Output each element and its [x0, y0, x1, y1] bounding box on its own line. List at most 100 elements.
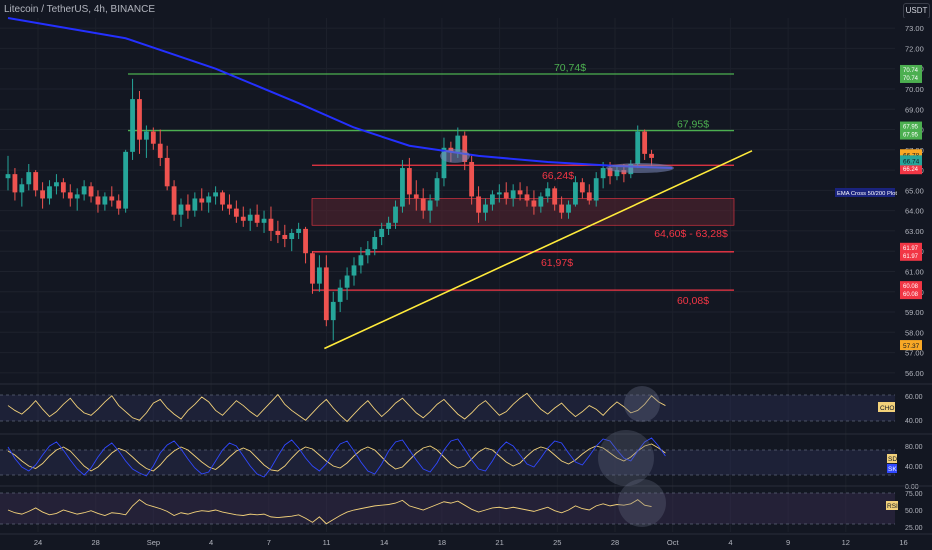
- time-tick-label: 16: [899, 538, 907, 547]
- candle-body: [358, 255, 364, 266]
- ema-legend-text: EMA Cross 50/200 Plot: [837, 191, 897, 197]
- price-tick-label: 57.00: [905, 349, 924, 358]
- candle-body: [490, 194, 495, 205]
- level-price-tag-text: 60.08: [903, 284, 919, 290]
- candle-body: [123, 151, 129, 209]
- candle-body: [150, 131, 156, 144]
- time-tick-label: 25: [553, 538, 561, 547]
- candle-body: [185, 204, 191, 211]
- level-label: 70,74$: [554, 62, 586, 74]
- candle-body: [178, 204, 184, 215]
- candle-body: [323, 267, 329, 321]
- candle-body: [233, 208, 239, 217]
- price-tick-label: 63.00: [905, 227, 924, 236]
- candle-body: [317, 267, 322, 284]
- candle-body: [137, 99, 142, 140]
- price-tick-label: 65.00: [905, 186, 924, 195]
- level-price-tag: [900, 242, 922, 261]
- candle-body: [427, 200, 433, 211]
- indicator-band: [0, 395, 895, 421]
- level-label: 66,24$: [542, 170, 574, 182]
- trendline: [324, 150, 753, 350]
- price-tag-text: 66.74: [903, 158, 920, 165]
- indicator-highlight: [618, 479, 666, 527]
- candle-body: [296, 228, 302, 233]
- time-tick-label: 18: [438, 538, 446, 547]
- level-price-tag-text: 60.08: [903, 292, 919, 298]
- candle-body: [60, 182, 66, 193]
- candle-body: [130, 99, 135, 152]
- candle-body: [462, 135, 468, 162]
- sd-legend-tag: [887, 454, 897, 463]
- candle-body: [220, 192, 225, 205]
- level-price-tag: [900, 121, 922, 140]
- candle-body: [469, 161, 475, 197]
- indicator-tick-label: 50.00: [905, 508, 923, 515]
- indicator-tick-label: 40.00: [905, 418, 923, 425]
- indicator-band: [0, 450, 895, 475]
- indicator-tick-label: 80.00: [905, 444, 923, 451]
- candle-body: [47, 186, 52, 199]
- candle-body: [282, 234, 288, 240]
- candle-body: [649, 153, 654, 158]
- indicator-tick-label: 60.00: [905, 394, 923, 401]
- indicator-tick-label: 25.00: [905, 525, 923, 532]
- candle-body: [337, 287, 343, 302]
- candle-body: [635, 131, 641, 164]
- candle-body: [102, 196, 108, 205]
- candle-body: [213, 192, 218, 197]
- candle-body: [192, 198, 198, 211]
- price-tick-label: 69.00: [905, 105, 924, 114]
- sk-legend-tag: [887, 464, 897, 473]
- candle-body: [406, 168, 412, 195]
- ema-legend-tag: [835, 188, 895, 197]
- price-tag-text: 57.37: [903, 343, 920, 350]
- candle-body: [593, 178, 599, 201]
- candle-body: [12, 174, 18, 193]
- candle-body: [19, 184, 25, 193]
- candle-body: [144, 131, 149, 140]
- candle-body: [351, 265, 357, 276]
- candle-body: [455, 135, 461, 152]
- candle-body: [476, 196, 481, 213]
- time-tick-label: 9: [786, 538, 790, 547]
- candle-body: [538, 196, 544, 207]
- indicator-tick-label: 75.00: [905, 491, 923, 498]
- price-tick-label: 61.00: [905, 267, 924, 276]
- candle-body: [206, 196, 212, 203]
- candle-body: [26, 172, 32, 185]
- level-price-tag-text: 67.95: [903, 133, 919, 139]
- indicator-highlight: [624, 386, 660, 422]
- candle-body: [33, 172, 39, 191]
- candle-body: [524, 194, 530, 201]
- level-price-tag-text: 66.24: [903, 167, 919, 173]
- price-tick-label: 64.00: [905, 207, 924, 216]
- candle-body: [67, 192, 73, 199]
- candle-body: [372, 237, 378, 250]
- chop-legend-tag: [878, 402, 895, 412]
- candle-body: [247, 214, 253, 221]
- candle-body: [81, 186, 87, 195]
- candle-body: [379, 228, 385, 237]
- level-price-tag-text: 61.97: [903, 246, 919, 252]
- candle-body: [393, 206, 398, 223]
- time-tick-label: 24: [34, 538, 42, 547]
- level-price-tag: [900, 64, 922, 83]
- time-tick-label: 14: [380, 538, 388, 547]
- level-price-tag-text: 61.97: [903, 254, 919, 260]
- candle-body: [517, 190, 523, 195]
- candle-body: [164, 157, 170, 187]
- candle-body: [74, 194, 80, 199]
- price-tick-label: 58.00: [905, 328, 924, 337]
- time-tick-label: 28: [611, 538, 619, 547]
- price-tick-label: 70.00: [905, 85, 924, 94]
- candle-body: [289, 232, 295, 240]
- indicator-tick-label: 0.00: [905, 484, 919, 491]
- price-tag: [900, 149, 922, 160]
- candle-body: [365, 249, 371, 256]
- candle-body: [545, 188, 551, 197]
- candle-body: [261, 218, 267, 223]
- candle-body: [510, 190, 516, 199]
- time-tick-label: 12: [842, 538, 850, 547]
